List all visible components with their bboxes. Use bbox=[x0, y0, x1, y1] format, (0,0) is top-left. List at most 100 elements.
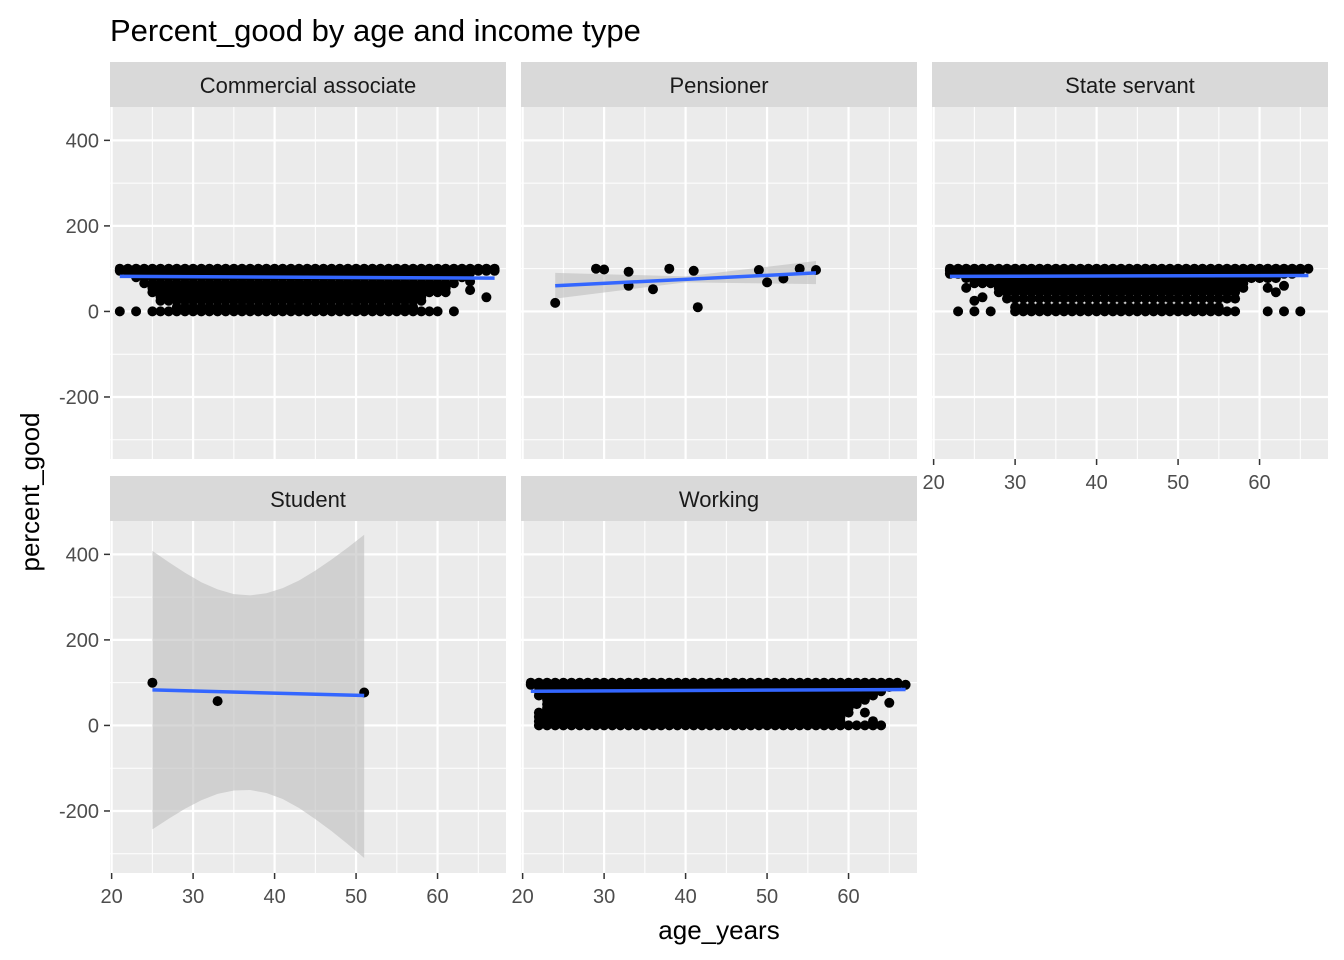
data-point bbox=[1002, 293, 1012, 304]
data-point bbox=[1189, 306, 1200, 317]
panel-pensioner: Pensioner bbox=[521, 62, 917, 459]
data-point bbox=[1091, 293, 1102, 304]
data-point bbox=[977, 292, 988, 303]
y-tick-label: -200 bbox=[59, 387, 99, 409]
data-point bbox=[1156, 306, 1167, 317]
data-point bbox=[648, 284, 658, 295]
data-point bbox=[489, 265, 500, 276]
data-point bbox=[851, 699, 862, 710]
x-tick-label: 30 bbox=[1004, 472, 1026, 494]
data-point bbox=[432, 287, 443, 298]
data-point bbox=[550, 297, 561, 308]
data-point bbox=[1083, 306, 1094, 317]
data-point bbox=[473, 265, 484, 276]
data-point bbox=[1262, 306, 1273, 317]
data-point bbox=[310, 306, 321, 317]
data-point bbox=[729, 720, 740, 731]
data-point bbox=[424, 287, 435, 298]
data-point bbox=[1213, 293, 1224, 304]
data-point bbox=[843, 707, 854, 718]
smooth-line-pensioner bbox=[555, 271, 817, 288]
x-axis-title: age_years bbox=[658, 915, 779, 945]
data-point bbox=[969, 278, 980, 289]
data-point bbox=[1107, 306, 1118, 317]
data-point bbox=[688, 720, 699, 731]
data-point bbox=[1026, 293, 1037, 304]
strip-label-commercial-associate: Commercial associate bbox=[200, 73, 416, 98]
data-point bbox=[574, 720, 585, 731]
data-point bbox=[318, 306, 329, 317]
data-point bbox=[680, 720, 691, 731]
data-point bbox=[977, 278, 988, 289]
data-point bbox=[400, 306, 410, 317]
panel-working: Working bbox=[521, 476, 917, 873]
data-point bbox=[794, 263, 805, 274]
data-point bbox=[448, 278, 459, 289]
data-point bbox=[1010, 293, 1021, 304]
data-point bbox=[721, 720, 732, 731]
y-tick-label: 400 bbox=[66, 544, 99, 566]
smooth-line-working bbox=[530, 687, 906, 693]
data-point bbox=[778, 720, 789, 731]
panel-state-servant: State servant bbox=[932, 62, 1328, 459]
data-point bbox=[550, 720, 561, 731]
data-point bbox=[1099, 306, 1110, 317]
data-point bbox=[1042, 293, 1053, 304]
data-point bbox=[1222, 293, 1232, 304]
data-point bbox=[1173, 293, 1184, 304]
data-point bbox=[762, 277, 773, 288]
data-point bbox=[253, 306, 264, 317]
data-point bbox=[155, 295, 166, 306]
strip-label-student: Student bbox=[270, 487, 346, 512]
data-point bbox=[599, 720, 610, 731]
data-point bbox=[900, 679, 911, 690]
chart-title: Percent_good by age and income type bbox=[110, 13, 641, 48]
data-point bbox=[1197, 293, 1208, 304]
data-point bbox=[819, 720, 830, 731]
strip-student bbox=[110, 476, 506, 521]
data-point bbox=[1124, 293, 1135, 304]
data-point bbox=[953, 306, 964, 317]
y-tick-label: 0 bbox=[88, 715, 99, 737]
smooth-line-student bbox=[152, 688, 365, 698]
data-point bbox=[196, 306, 207, 317]
data-point bbox=[558, 720, 569, 731]
data-point bbox=[868, 690, 878, 701]
data-point bbox=[163, 306, 174, 317]
data-point bbox=[1156, 293, 1167, 304]
data-point bbox=[692, 302, 703, 313]
data-point bbox=[1222, 306, 1232, 317]
data-point bbox=[969, 295, 980, 306]
y-tick-label: 200 bbox=[66, 216, 99, 238]
data-point bbox=[416, 295, 427, 306]
data-point bbox=[1213, 306, 1224, 317]
x-tick-label: 50 bbox=[345, 886, 367, 908]
data-point bbox=[1059, 293, 1069, 304]
data-point bbox=[1034, 306, 1045, 317]
data-point bbox=[139, 278, 150, 289]
data-point bbox=[342, 306, 353, 317]
data-point bbox=[1107, 293, 1118, 304]
data-point bbox=[884, 697, 895, 708]
data-point bbox=[868, 716, 878, 727]
data-point bbox=[440, 287, 451, 298]
data-point bbox=[794, 720, 805, 731]
data-point bbox=[1189, 293, 1200, 304]
strip-label-state-servant: State servant bbox=[1065, 73, 1195, 98]
panel-commercial-associate: Commercial associate bbox=[110, 62, 506, 459]
data-point bbox=[1295, 306, 1306, 317]
y-tick-label: 200 bbox=[66, 630, 99, 652]
data-point bbox=[1132, 293, 1143, 304]
data-point bbox=[1124, 306, 1135, 317]
data-point bbox=[753, 265, 764, 275]
data-point bbox=[424, 306, 435, 317]
data-point bbox=[1230, 306, 1241, 317]
data-point bbox=[367, 306, 378, 317]
smooth-line-commercial-associate bbox=[119, 274, 495, 280]
data-point bbox=[961, 282, 972, 293]
data-point bbox=[1205, 306, 1216, 317]
data-point bbox=[1279, 306, 1289, 317]
strip-working bbox=[521, 476, 917, 521]
data-point bbox=[432, 306, 443, 317]
